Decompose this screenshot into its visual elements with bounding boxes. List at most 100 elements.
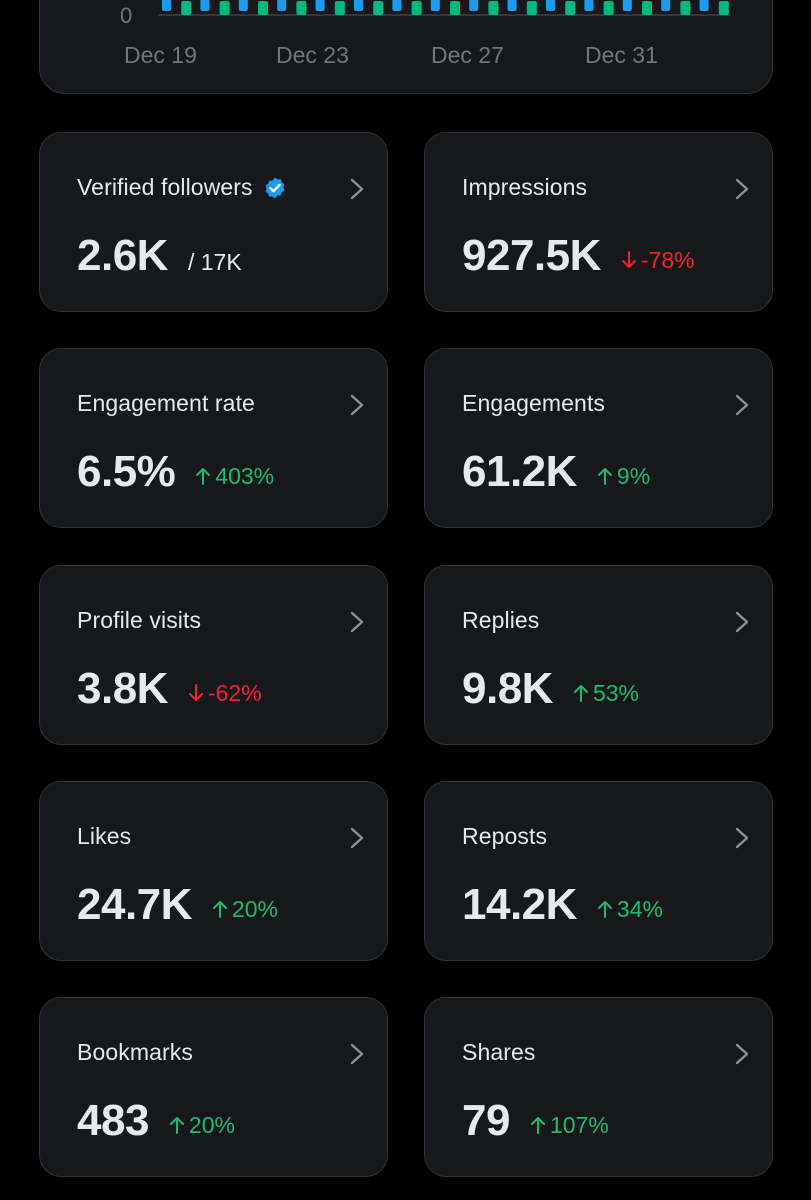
card-change: -62%	[188, 680, 262, 707]
card-change-value: 107%	[549, 1111, 609, 1138]
card-change: 20%	[212, 896, 278, 923]
bar-green	[565, 1, 576, 15]
card-value: 3.8K	[77, 664, 168, 713]
card-label: Likes	[77, 823, 132, 849]
chevron-right-icon[interactable]	[734, 1042, 750, 1066]
chevron-right-icon[interactable]	[734, 177, 750, 201]
activity-chart-card: 0 Dec 19 Dec 23 Dec 27 Dec 31	[39, 0, 773, 94]
y-axis-zero-label: 0	[120, 3, 132, 28]
bar-blue	[162, 0, 171, 11]
bar-green	[296, 1, 307, 15]
card-change: 107%	[530, 1112, 609, 1139]
x-axis-label-0: Dec 19	[124, 42, 197, 68]
metric-card-likes[interactable]: Likes 24.7K 20%	[39, 781, 388, 961]
card-value: 24.7K	[77, 880, 192, 929]
metric-card-bookmarks[interactable]: Bookmarks 483 20%	[39, 997, 388, 1177]
card-label: Bookmarks	[77, 1039, 193, 1065]
card-change: -78%	[621, 247, 695, 274]
arrow-up-icon	[169, 1117, 184, 1134]
chart-bars	[162, 0, 729, 15]
metric-card-replies[interactable]: Replies 9.8K 53%	[424, 565, 773, 745]
arrow-down-icon	[188, 684, 203, 701]
card-change-value: 9%	[616, 462, 651, 489]
arrow-up-icon	[212, 901, 227, 918]
card-value: 9.8K	[462, 664, 553, 713]
bar-green	[488, 1, 499, 15]
bar-blue	[315, 0, 325, 11]
metric-card-reposts[interactable]: Reposts 14.2K 34%	[424, 781, 773, 961]
metric-card-verified-followers[interactable]: Verified followers 2.6K / 17K	[39, 132, 388, 312]
bar-blue	[430, 0, 440, 11]
card-change-value: 20%	[188, 1111, 235, 1138]
bar-blue	[507, 0, 517, 11]
card-change-value: 34%	[616, 895, 663, 922]
card-label: Verified followers	[77, 174, 287, 201]
metric-card-engagements[interactable]: Engagements 61.2K 9%	[424, 348, 773, 528]
metric-card-impressions[interactable]: Impressions 927.5K -78%	[424, 132, 773, 312]
arrow-up-icon	[597, 901, 612, 918]
x-axis-label-1: Dec 23	[276, 42, 349, 68]
bar-green	[181, 1, 192, 15]
bar-green	[219, 1, 230, 15]
bar-green	[642, 1, 652, 15]
bar-blue	[661, 0, 671, 11]
card-label: Impressions	[462, 174, 588, 200]
arrow-up-icon	[530, 1117, 545, 1134]
card-value: 6.5%	[77, 447, 176, 496]
bar-blue	[699, 0, 709, 11]
chevron-right-icon[interactable]	[349, 177, 365, 201]
metric-card-engagement-rate[interactable]: Engagement rate 6.5% 403%	[39, 348, 388, 528]
card-change: 20%	[169, 1112, 235, 1139]
chevron-right-icon[interactable]	[349, 393, 365, 417]
card-change: 9%	[597, 463, 650, 490]
card-label: Engagement rate	[77, 390, 255, 416]
arrow-down-icon	[621, 251, 636, 268]
bar-green	[373, 1, 384, 15]
card-label: Profile visits	[77, 607, 202, 633]
bar-green	[526, 1, 537, 15]
card-change: 53%	[573, 680, 639, 707]
card-value: 483	[77, 1096, 149, 1145]
chevron-right-icon[interactable]	[349, 826, 365, 850]
card-value: 2.6K	[77, 231, 168, 280]
card-change-value: 20%	[231, 895, 278, 922]
activity-chart: 0 Dec 19 Dec 23 Dec 27 Dec 31	[120, 0, 730, 68]
bar-blue	[238, 0, 248, 11]
metric-card-shares[interactable]: Shares 79 107%	[424, 997, 773, 1177]
bar-green	[718, 1, 729, 15]
chevron-right-icon[interactable]	[734, 393, 750, 417]
bar-green	[334, 1, 345, 15]
chevron-right-icon[interactable]	[734, 826, 750, 850]
card-value: 79	[462, 1096, 510, 1145]
bar-blue	[277, 0, 287, 11]
chevron-right-icon[interactable]	[349, 610, 365, 634]
bar-blue	[469, 0, 479, 11]
chevron-right-icon[interactable]	[734, 610, 750, 634]
bar-blue	[546, 0, 555, 11]
card-label-text: Verified followers	[77, 174, 253, 200]
card-change: 403%	[195, 463, 274, 490]
card-label: Shares	[462, 1039, 536, 1065]
bar-blue	[584, 0, 594, 11]
bar-blue	[392, 0, 402, 11]
bar-green	[450, 1, 460, 15]
card-change-value: -78%	[640, 246, 695, 273]
card-value: 61.2K	[462, 447, 577, 496]
x-axis-label-3: Dec 31	[585, 42, 658, 68]
card-change-value: 53%	[592, 679, 639, 706]
bar-blue	[354, 0, 363, 11]
card-change: 34%	[597, 896, 663, 923]
bar-blue	[200, 0, 210, 11]
chevron-right-icon[interactable]	[349, 1042, 365, 1066]
bar-green	[258, 1, 268, 15]
card-label: Engagements	[462, 390, 606, 416]
verified-badge-icon	[265, 177, 285, 198]
bar-green	[411, 1, 422, 15]
card-value: 927.5K	[462, 231, 601, 280]
card-change-value: -62%	[207, 679, 262, 706]
x-axis-label-2: Dec 27	[431, 42, 504, 68]
metric-card-profile-visits[interactable]: Profile visits 3.8K -62%	[39, 565, 388, 745]
card-label: Replies	[462, 607, 540, 633]
bar-green	[680, 1, 691, 15]
card-change-value: 403%	[215, 462, 275, 489]
